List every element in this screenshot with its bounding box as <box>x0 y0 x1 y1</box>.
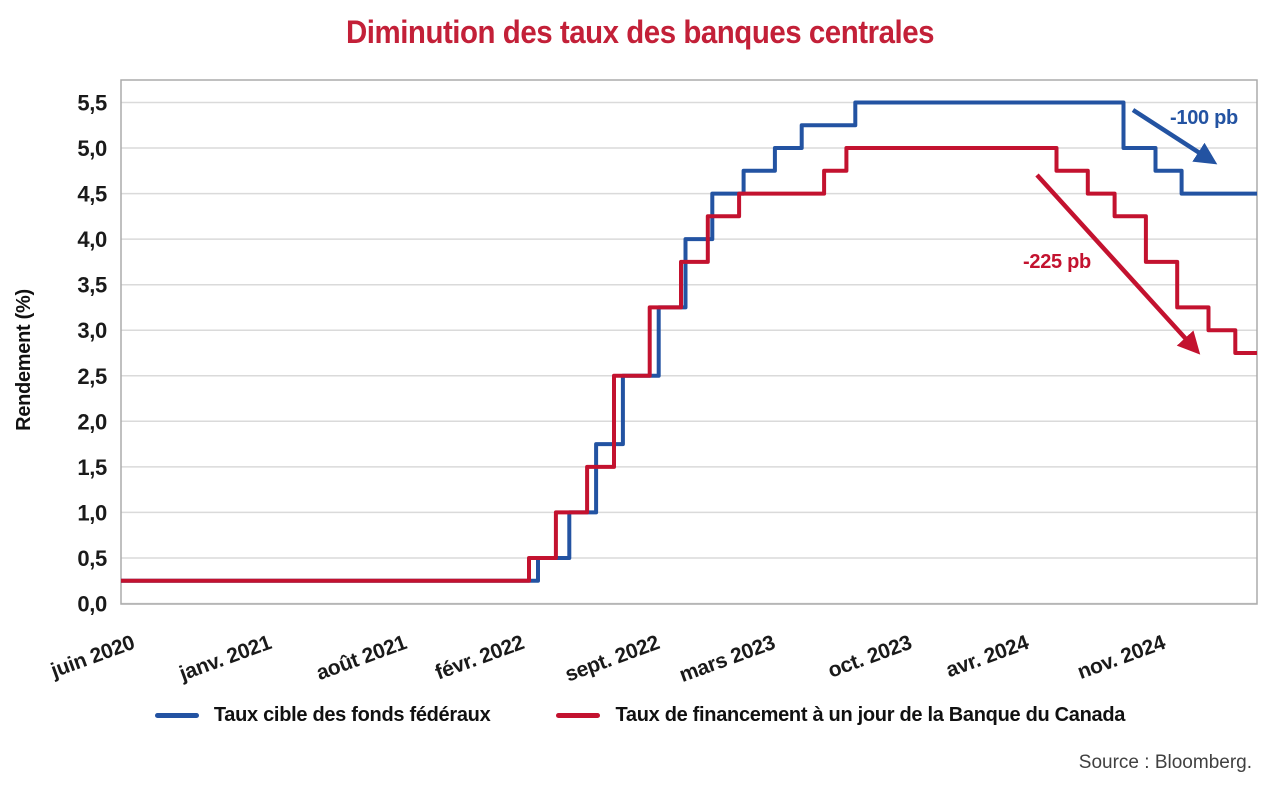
x-tick-label: sept. 2022 <box>562 631 662 686</box>
boc-decline-label: -225 pb <box>1023 251 1091 273</box>
y-tick-label: 3,5 <box>77 273 107 298</box>
y-tick-label: 1,0 <box>77 500 107 525</box>
legend-item-fed: Taux cible des fonds fédéraux <box>154 704 491 727</box>
x-tick-label: mars 2023 <box>676 631 778 687</box>
x-tick-label: août 2021 <box>313 631 410 685</box>
y-tick-label: 0,0 <box>77 592 107 617</box>
legend: Taux cible des fonds fédéraux Taux de fi… <box>0 704 1280 727</box>
y-tick-label: 2,0 <box>77 409 107 434</box>
y-tick-label: 5,5 <box>77 91 107 116</box>
y-tick-label: 4,0 <box>77 227 107 252</box>
legend-item-boc: Taux de financement à un jour de la Banq… <box>556 704 1125 727</box>
boc-line-swatch-icon <box>556 713 601 718</box>
x-tick-label: juin 2020 <box>47 631 138 683</box>
fed-decline-arrow <box>1131 108 1218 165</box>
gridlines <box>121 101 1257 605</box>
fed-decline-annotation: -100 pb <box>1131 107 1238 165</box>
rate-chart: 0,0 0,5 1,0 1,5 2,0 2,5 3,0 3,5 4,0 4,5 5,0 5,5 jui… <box>13 79 1258 687</box>
x-tick-label: févr. 2022 <box>432 631 527 684</box>
fed-legend-label: Taux cible des fonds fédéraux <box>213 704 491 726</box>
source-note: Source : Bloomberg. <box>1078 752 1252 773</box>
x-tick-label: avr. 2024 <box>943 631 1032 682</box>
series-line-fed_blue <box>121 100 1257 583</box>
chart-title: Diminution des taux des banques centrale… <box>345 14 935 50</box>
boc-decline-annotation: -225 pb <box>1023 173 1201 355</box>
x-axis-tick-labels: juin 2020 janv. 2021 août 2021 févr. 2022 se… <box>47 631 1169 687</box>
boc-decline-arrow <box>1035 173 1201 355</box>
x-tick-label: oct. 2023 <box>825 631 915 682</box>
y-tick-label: 3,0 <box>77 318 107 343</box>
series-line-boc_red <box>121 146 1257 583</box>
x-tick-label: nov. 2024 <box>1074 631 1168 684</box>
boc-legend-label: Taux de financement à un jour de la Banq… <box>615 704 1126 726</box>
fed-decline-label: -100 pb <box>1170 107 1238 129</box>
y-tick-label: 5,0 <box>77 136 107 161</box>
plot-frame <box>120 79 1258 605</box>
x-tick-label: janv. 2021 <box>176 631 275 686</box>
fed-line-swatch-icon <box>154 713 199 718</box>
y-tick-label: 0,5 <box>77 546 107 571</box>
series-lines <box>121 100 1257 583</box>
y-tick-label: 2,5 <box>77 364 107 389</box>
y-axis-tick-labels: 0,0 0,5 1,0 1,5 2,0 2,5 3,0 3,5 4,0 4,5 5,0 5,5 <box>77 91 107 617</box>
y-tick-label: 1,5 <box>77 455 107 480</box>
y-tick-label: 4,5 <box>77 182 107 207</box>
y-axis-title: Rendement (%) <box>13 289 35 431</box>
